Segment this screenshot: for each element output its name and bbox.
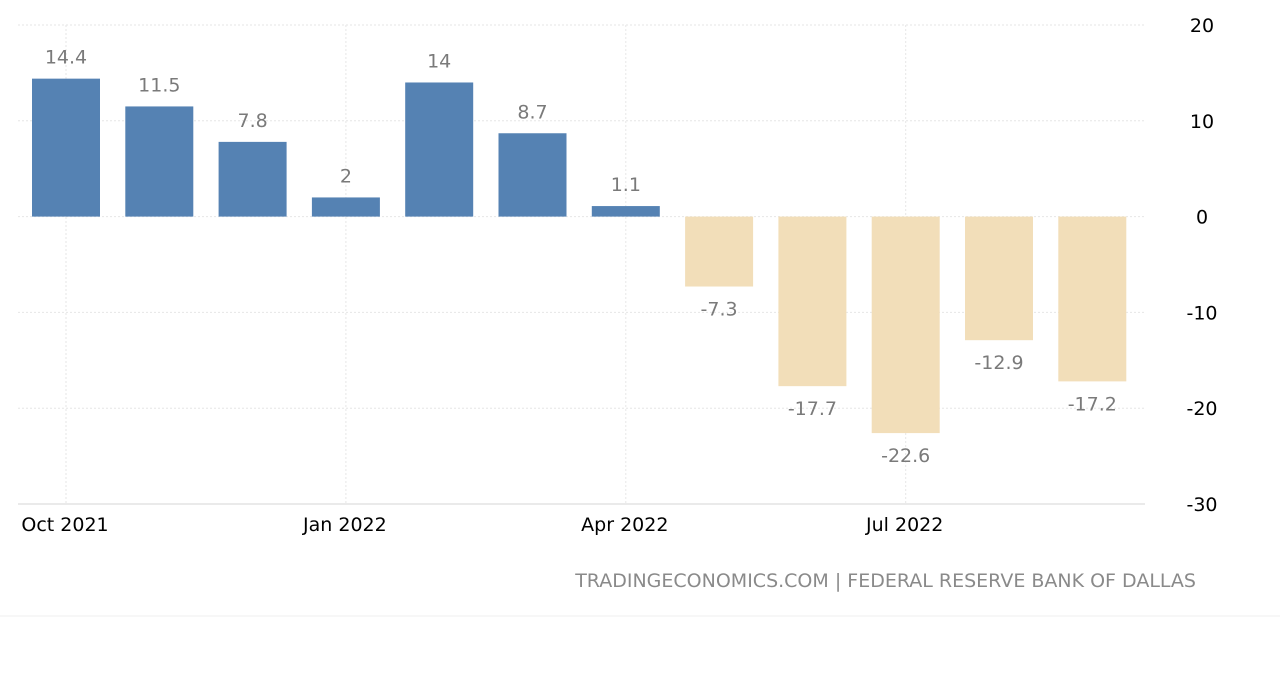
x-axis-ticks: Oct 2021 Jan 2022 Apr 2022 Jul 2022 xyxy=(21,514,943,536)
bar xyxy=(32,78,100,217)
data-labels: 14.4 11.5 7.8 2 14 8.7 1.1 -7.3 -17.7 -22.6 -12.9 -… xyxy=(45,47,1117,467)
bar xyxy=(778,216,847,387)
bar xyxy=(125,106,194,217)
x-tick-label: Apr 2022 xyxy=(581,514,668,536)
source-credit: TRADINGECONOMICS.COM | FEDERAL RESERVE B… xyxy=(574,570,1196,592)
bar xyxy=(311,197,380,217)
bar xyxy=(965,216,1033,341)
bar xyxy=(871,216,940,434)
bar xyxy=(405,82,474,217)
grid-lines xyxy=(18,24,1145,505)
data-label: -22.6 xyxy=(881,445,930,467)
y-tick-label: 10 xyxy=(1190,111,1214,133)
y-tick-label: -10 xyxy=(1186,302,1217,324)
data-label: -17.7 xyxy=(788,398,837,420)
bar xyxy=(218,141,287,217)
y-axis-ticks: 20 10 0 -10 -20 -30 xyxy=(1186,15,1217,516)
x-tick-label: Jan 2022 xyxy=(302,514,387,536)
x-tick-label: Oct 2021 xyxy=(21,514,108,536)
data-label: 14.4 xyxy=(45,47,87,69)
data-label: 11.5 xyxy=(138,74,180,96)
y-tick-label: 20 xyxy=(1190,15,1214,37)
data-label: 2 xyxy=(340,165,352,187)
bar xyxy=(685,216,754,287)
bar-series xyxy=(32,78,1127,434)
y-tick-label: -20 xyxy=(1186,398,1217,420)
bar xyxy=(1058,216,1127,382)
data-label: 7.8 xyxy=(237,110,267,132)
data-label: 14 xyxy=(427,50,451,72)
bar xyxy=(498,133,567,217)
y-tick-label: -30 xyxy=(1186,494,1217,516)
x-tick-label: Jul 2022 xyxy=(865,514,943,536)
data-label: 8.7 xyxy=(517,101,547,123)
data-label: -7.3 xyxy=(701,299,738,321)
data-label: -12.9 xyxy=(974,352,1023,374)
bar xyxy=(591,206,660,217)
data-label: -17.2 xyxy=(1068,393,1117,415)
y-tick-label: 0 xyxy=(1196,207,1208,229)
data-label: 1.1 xyxy=(611,174,641,196)
